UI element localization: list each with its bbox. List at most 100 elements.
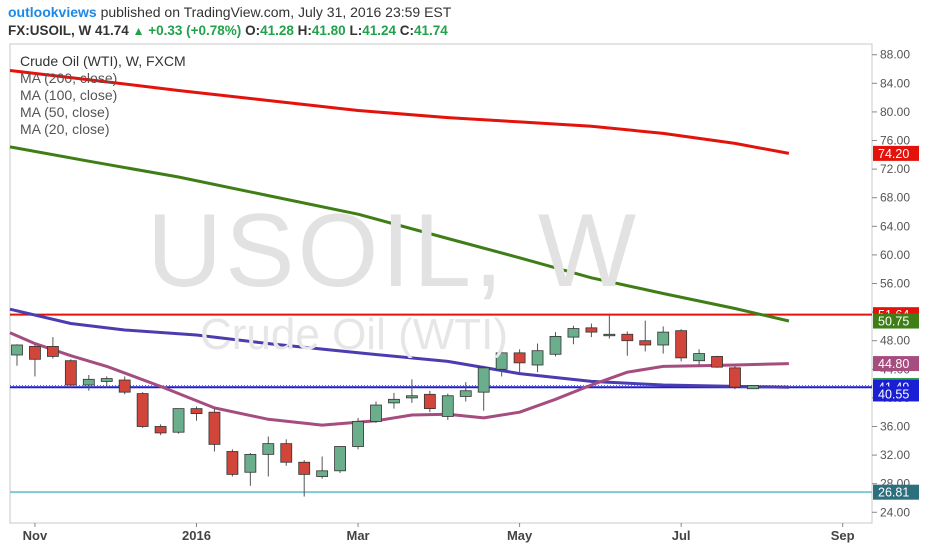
candle-body xyxy=(262,443,275,455)
candle xyxy=(513,349,526,373)
low-label: L: xyxy=(349,23,363,38)
candle xyxy=(244,452,257,486)
candle-body xyxy=(190,408,203,415)
candle-body xyxy=(495,352,508,370)
candle-body xyxy=(280,443,293,463)
legend-item-ma50[interactable]: MA (50, close) xyxy=(20,104,110,120)
high-value: 41.80 xyxy=(311,23,346,38)
watermark-symbol: USOIL, W xyxy=(147,193,640,309)
candle xyxy=(316,456,329,479)
candle-body xyxy=(567,328,580,338)
candle-body xyxy=(621,333,634,342)
candle-body xyxy=(244,453,257,473)
legend-title[interactable]: Crude Oil (WTI), W, FXCM xyxy=(20,53,186,69)
legend-item-ma20[interactable]: MA (20, close) xyxy=(20,121,110,137)
price-marker xyxy=(873,356,919,372)
candle xyxy=(495,349,508,377)
y-tick-label: 80.00 xyxy=(880,105,910,119)
author-link[interactable]: outlookviews xyxy=(8,4,97,20)
open-value: 41.28 xyxy=(260,23,294,38)
close-value: 41.74 xyxy=(414,23,448,38)
candle-body xyxy=(370,404,382,422)
candle-body xyxy=(639,340,652,346)
legend-item-ma200[interactable]: MA (200, close) xyxy=(20,70,118,86)
candle xyxy=(441,393,454,421)
candle xyxy=(639,320,652,352)
candle-body xyxy=(459,390,472,397)
x-tick-label: 2016 xyxy=(182,528,211,543)
low-value: 41.24 xyxy=(362,23,396,38)
x-tick-label: Sep xyxy=(831,528,855,543)
candle-body xyxy=(118,379,131,393)
candle-body xyxy=(47,346,59,357)
candle xyxy=(711,355,723,368)
candle xyxy=(298,460,311,497)
candle-body xyxy=(405,395,418,399)
price-marker-label: 74.20 xyxy=(878,147,909,161)
open-label: O: xyxy=(245,23,261,38)
candle xyxy=(154,424,167,436)
candle xyxy=(172,408,185,434)
change-value: +0.33 (+0.78%) xyxy=(148,23,242,38)
candle-body xyxy=(711,356,723,368)
candle xyxy=(226,449,239,477)
y-tick-label: 84.00 xyxy=(880,76,910,90)
candle xyxy=(82,375,95,391)
candle xyxy=(11,344,23,366)
candle-body xyxy=(585,327,598,333)
candle xyxy=(100,376,113,388)
y-tick-label: 72.00 xyxy=(880,162,910,176)
candle-body xyxy=(693,353,705,362)
price-marker-label: 44.80 xyxy=(878,357,909,371)
candle xyxy=(531,343,544,373)
candle-body xyxy=(82,378,95,386)
candle-body xyxy=(154,426,167,434)
watermark-name: Crude Oil (WTI) xyxy=(200,310,508,359)
candle-body xyxy=(441,395,454,417)
price-marker xyxy=(873,145,919,161)
candle xyxy=(729,366,741,390)
legend-item-ma100[interactable]: MA (100, close) xyxy=(20,87,118,103)
candle-body xyxy=(729,367,741,388)
price-marker-label: 50.75 xyxy=(878,315,909,329)
candle xyxy=(64,359,77,388)
candle-body xyxy=(100,378,113,382)
candle-body xyxy=(136,393,149,427)
candle xyxy=(280,439,293,466)
close-label: C: xyxy=(399,23,415,38)
candle xyxy=(657,326,670,354)
candle xyxy=(262,436,275,477)
candle-body xyxy=(29,346,41,360)
candle xyxy=(693,349,705,366)
y-tick-label: 76.00 xyxy=(880,134,910,148)
x-tick-label: Nov xyxy=(23,528,48,543)
quote-line: FX:USOIL, W 41.74 ▲ +0.33 (+0.78%) O:41.… xyxy=(8,23,448,38)
candle xyxy=(477,365,490,411)
y-tick-label: 88.00 xyxy=(880,48,910,62)
candle-body xyxy=(477,367,490,393)
y-tick-label: 36.00 xyxy=(880,419,910,433)
price-marker xyxy=(873,313,919,329)
candle-body xyxy=(675,330,688,359)
symbol-label: FX:USOIL, W xyxy=(8,23,92,38)
candle-body xyxy=(423,393,436,410)
candle-body xyxy=(657,331,670,346)
y-tick-label: 60.00 xyxy=(880,248,910,262)
candle xyxy=(352,417,364,450)
last-price: 41.74 xyxy=(95,23,129,38)
y-tick-label: 64.00 xyxy=(880,219,910,233)
candle xyxy=(675,329,688,362)
candle xyxy=(549,332,562,357)
candle-body xyxy=(513,352,526,364)
ma-line xyxy=(9,145,790,323)
candle-body xyxy=(11,344,23,356)
x-tick-label: Jul xyxy=(672,528,691,543)
price-marker-label: 40.55 xyxy=(878,387,909,401)
candle-body xyxy=(352,421,364,447)
x-tick-label: May xyxy=(507,528,533,543)
candle-body xyxy=(64,360,77,386)
candle-body xyxy=(531,350,544,366)
chart-header: outlookviews published on TradingView.co… xyxy=(0,0,932,44)
high-label: H: xyxy=(297,23,312,38)
